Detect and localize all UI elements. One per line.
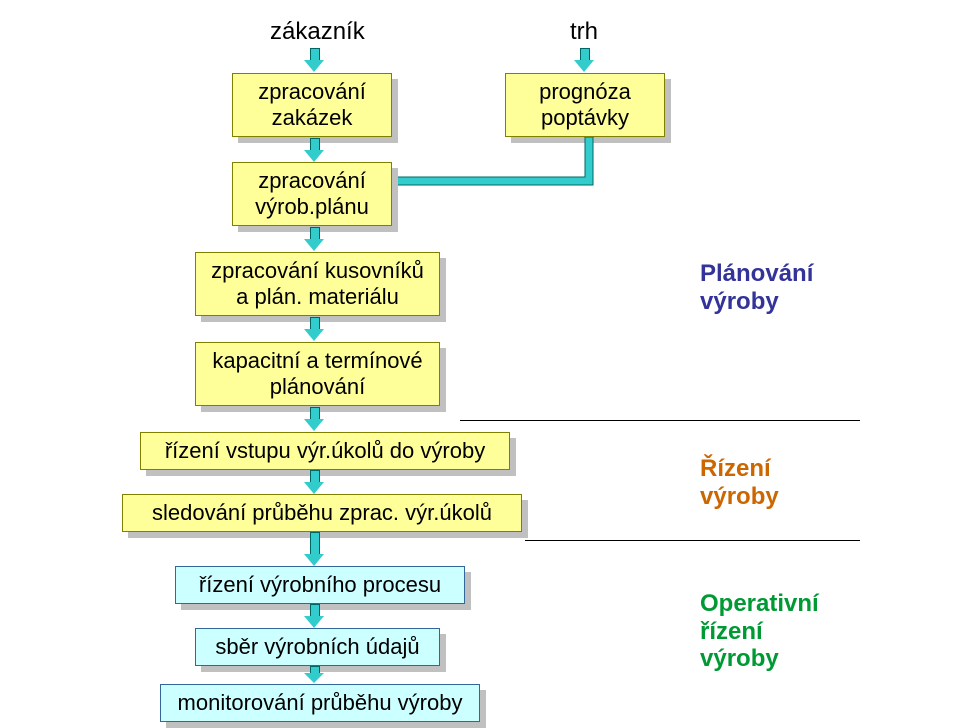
divider-line (525, 540, 860, 541)
box-zpracovani-vyrob-planu: zpracovánívýrob.plánu (232, 162, 392, 226)
box-sber-vyrobnich-udaju: sběr výrobních údajů (195, 628, 440, 666)
arrow-icon (304, 227, 324, 251)
side-label-planovani: Plánovánívýroby (700, 260, 813, 315)
label-customer: zákazník (270, 18, 365, 46)
box-text: prognózapoptávky (506, 79, 664, 132)
arrow-icon (304, 470, 324, 494)
box-text: řízení výrobního procesu (176, 572, 464, 598)
box-kapacitni-planovani: kapacitní a termínovéplánování (195, 342, 440, 406)
box-text: zpracování kusovníkůa plán. materiálu (196, 258, 439, 311)
arrow-icon (304, 407, 324, 431)
arrow-icon (304, 138, 324, 162)
box-text: zpracovánívýrob.plánu (233, 168, 391, 221)
box-text: sběr výrobních údajů (196, 634, 439, 660)
arrow-icon (304, 604, 324, 628)
arrow-icon (304, 317, 324, 341)
box-sledovani-prubehu: sledování průběhu zprac. výr.úkolů (122, 494, 522, 532)
box-prognoza-poptavky: prognózapoptávky (505, 73, 665, 137)
side-label-operativni: Operativnířízenívýroby (700, 590, 819, 673)
divider-line (460, 420, 860, 421)
arrow-icon (574, 48, 594, 72)
box-text: zpracovánízakázek (233, 79, 391, 132)
label-market: trh (570, 18, 598, 46)
box-text: monitorování průběhu výroby (161, 690, 479, 716)
arrow-icon (304, 666, 324, 684)
box-text: kapacitní a termínovéplánování (196, 348, 439, 401)
side-label-rizeni: Řízenívýroby (700, 455, 779, 510)
box-zpracovani-kusovniku: zpracování kusovníkůa plán. materiálu (195, 252, 440, 316)
diagram-canvas: zákazník trh zpracovánízakázek prognózap… (0, 0, 960, 720)
arrow-icon (304, 48, 324, 72)
box-text: řízení vstupu výr.úkolů do výroby (141, 438, 509, 464)
box-text: sledování průběhu zprac. výr.úkolů (123, 500, 521, 526)
box-monitorovani-prubehu: monitorování průběhu výroby (160, 684, 480, 722)
box-rizeni-vstupu: řízení vstupu výr.úkolů do výroby (140, 432, 510, 470)
connector-icon (370, 137, 600, 197)
box-rizeni-vyrobniho-procesu: řízení výrobního procesu (175, 566, 465, 604)
arrow-icon (304, 532, 324, 566)
box-zpracovani-zakazek: zpracovánízakázek (232, 73, 392, 137)
